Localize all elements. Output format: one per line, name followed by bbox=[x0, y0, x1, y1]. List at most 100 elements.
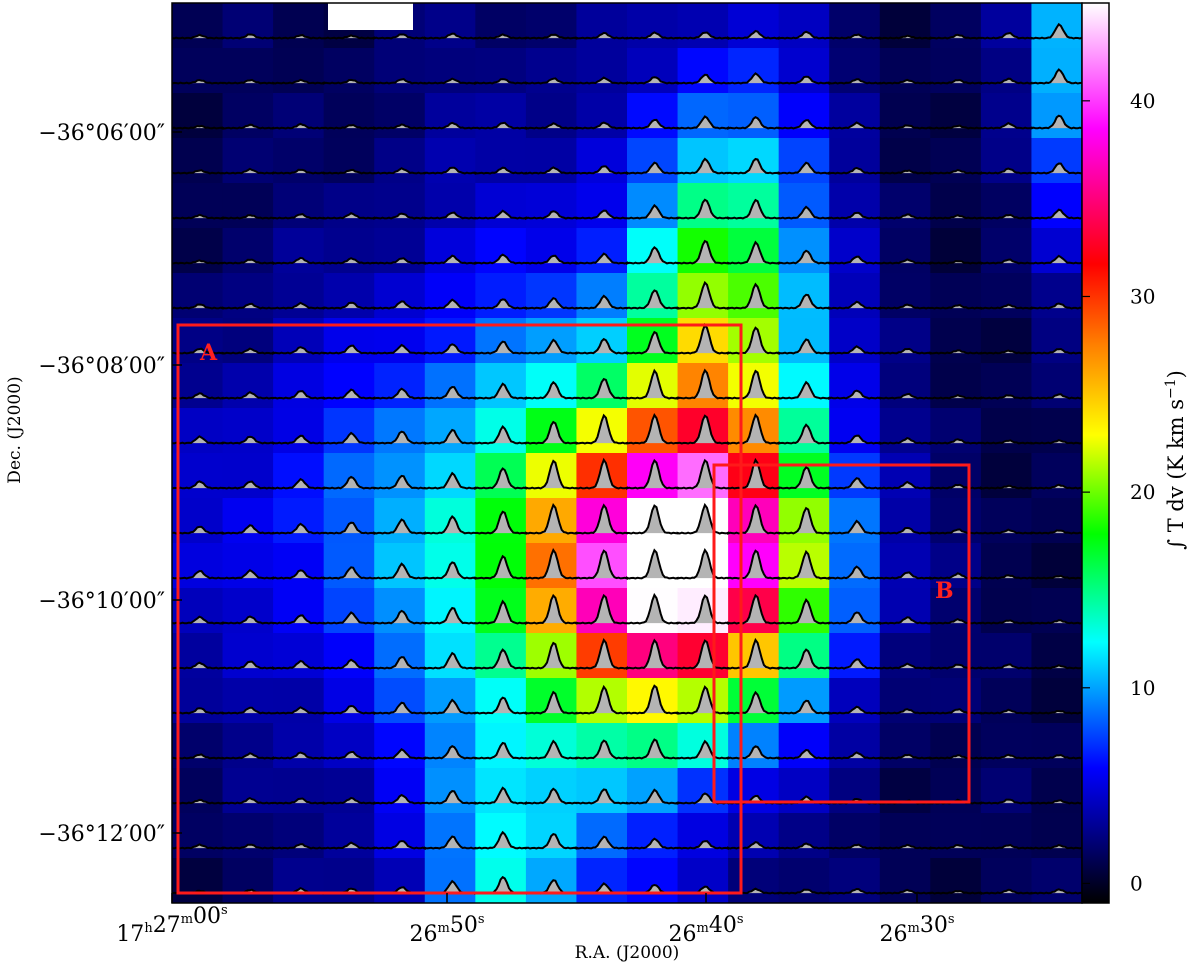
heatmap-cell bbox=[778, 813, 830, 859]
heatmap-cell bbox=[879, 813, 931, 859]
heatmap-cell bbox=[879, 408, 931, 454]
integrated-intensity-map bbox=[172, 3, 1082, 903]
heatmap-cell bbox=[879, 588, 931, 634]
heatmap-cell bbox=[930, 453, 982, 499]
heatmap-cell bbox=[172, 3, 224, 49]
heatmap-cell bbox=[424, 93, 476, 139]
heatmap-cell bbox=[829, 678, 881, 724]
spectrum-line bbox=[172, 239, 1082, 265]
heatmap-cell bbox=[1031, 588, 1082, 634]
heatmap-cell bbox=[930, 3, 982, 49]
region-box-a bbox=[176, 323, 743, 895]
heatmap-cell bbox=[1031, 138, 1082, 184]
heatmap-cell bbox=[273, 228, 325, 274]
heatmap-cell bbox=[525, 228, 578, 274]
heatmap-cell bbox=[323, 408, 375, 454]
heatmap-cell bbox=[829, 3, 881, 49]
heatmap-cell bbox=[273, 588, 325, 634]
heatmap-cell bbox=[323, 768, 375, 814]
heatmap-cell bbox=[576, 273, 628, 319]
heatmap-cell bbox=[930, 498, 982, 544]
heatmap-cell bbox=[829, 588, 881, 634]
region-box-b bbox=[712, 463, 971, 804]
heatmap-cell bbox=[1031, 498, 1082, 544]
heatmap-cell bbox=[980, 453, 1033, 499]
spectrum-line bbox=[172, 322, 1082, 355]
heatmap-cell bbox=[172, 813, 224, 859]
heatmap-cell bbox=[1031, 363, 1082, 409]
heatmap-cell bbox=[930, 183, 982, 229]
colorbar-tick-label: 40 bbox=[1130, 89, 1155, 113]
heatmap-cell bbox=[374, 588, 426, 634]
colorbar-tick-label: 10 bbox=[1130, 676, 1155, 700]
heatmap-cell bbox=[980, 273, 1033, 319]
heatmap-cell bbox=[728, 813, 780, 859]
heatmap-cell bbox=[576, 858, 628, 903]
heatmap-cell bbox=[930, 363, 982, 409]
spectrum-line bbox=[172, 280, 1082, 310]
region-label-b: B bbox=[935, 578, 954, 604]
heatmap-cell bbox=[829, 228, 881, 274]
spectrum-line bbox=[172, 592, 1082, 625]
spectrum-line bbox=[172, 413, 1082, 445]
heatmap-cell bbox=[323, 228, 375, 274]
heatmap-cell bbox=[728, 93, 780, 139]
heatmap-cell bbox=[576, 93, 628, 139]
colorbar-tick-label: 20 bbox=[1130, 480, 1155, 504]
heatmap-cell bbox=[172, 723, 224, 769]
heatmap-cell bbox=[778, 48, 830, 94]
heatmap-cell bbox=[829, 363, 881, 409]
heatmap-cell bbox=[829, 48, 881, 94]
heatmap-cell bbox=[222, 228, 274, 274]
heatmap-cell bbox=[222, 678, 274, 724]
heatmap-cell bbox=[879, 48, 931, 94]
heatmap-cell bbox=[475, 183, 527, 229]
heatmap-cell bbox=[374, 453, 426, 499]
heatmap-cell bbox=[879, 183, 931, 229]
spectrum-line bbox=[172, 830, 1082, 850]
heatmap-cell bbox=[1031, 858, 1082, 903]
heatmap-cell bbox=[930, 678, 982, 724]
heatmap-cell bbox=[627, 48, 679, 94]
heatmap-cell bbox=[172, 498, 224, 544]
heatmap-cell bbox=[829, 183, 881, 229]
spectrum-line bbox=[172, 22, 1082, 40]
heatmap-cell bbox=[222, 723, 274, 769]
heatmap-cell bbox=[323, 633, 375, 679]
heatmap-cell bbox=[374, 768, 426, 814]
heatmap-cell bbox=[222, 183, 274, 229]
heatmap-cell bbox=[424, 273, 476, 319]
heatmap-cell bbox=[879, 543, 931, 589]
heatmap-cell bbox=[1031, 678, 1082, 724]
y-axis-title: Dec. (J2000) bbox=[5, 376, 25, 483]
heatmap-cell bbox=[778, 723, 830, 769]
heatmap-cell bbox=[323, 858, 375, 903]
heatmap-cell bbox=[627, 3, 679, 49]
heatmap-cell bbox=[576, 183, 628, 229]
heatmap-cell bbox=[424, 228, 476, 274]
heatmap-cell bbox=[879, 723, 931, 769]
heatmap-cell bbox=[172, 588, 224, 634]
heatmap-cell bbox=[879, 273, 931, 319]
heatmap-cell bbox=[829, 318, 881, 364]
heatmap-cell bbox=[323, 498, 375, 544]
heatmap-cell bbox=[980, 408, 1033, 454]
spectrum-line bbox=[172, 114, 1082, 130]
heatmap-cell bbox=[424, 48, 476, 94]
heatmap-cell bbox=[323, 48, 375, 94]
heatmap-cell bbox=[323, 183, 375, 229]
heatmap-cell bbox=[627, 813, 679, 859]
heatmap-cell bbox=[475, 3, 527, 49]
heatmap-cell bbox=[172, 858, 224, 903]
heatmap-cell bbox=[829, 813, 881, 859]
heatmap-cell bbox=[424, 138, 476, 184]
heatmap-cell bbox=[374, 183, 426, 229]
heatmap-cell bbox=[172, 543, 224, 589]
heatmap-cell bbox=[374, 633, 426, 679]
x-axis-ticks: 17h27m00s 26m50s 26m40s 26m30s bbox=[116, 893, 955, 947]
heatmap-cell bbox=[879, 858, 931, 903]
heatmap-cell bbox=[424, 813, 476, 859]
heatmap-cell bbox=[829, 858, 881, 903]
heatmap-cell bbox=[475, 138, 527, 184]
